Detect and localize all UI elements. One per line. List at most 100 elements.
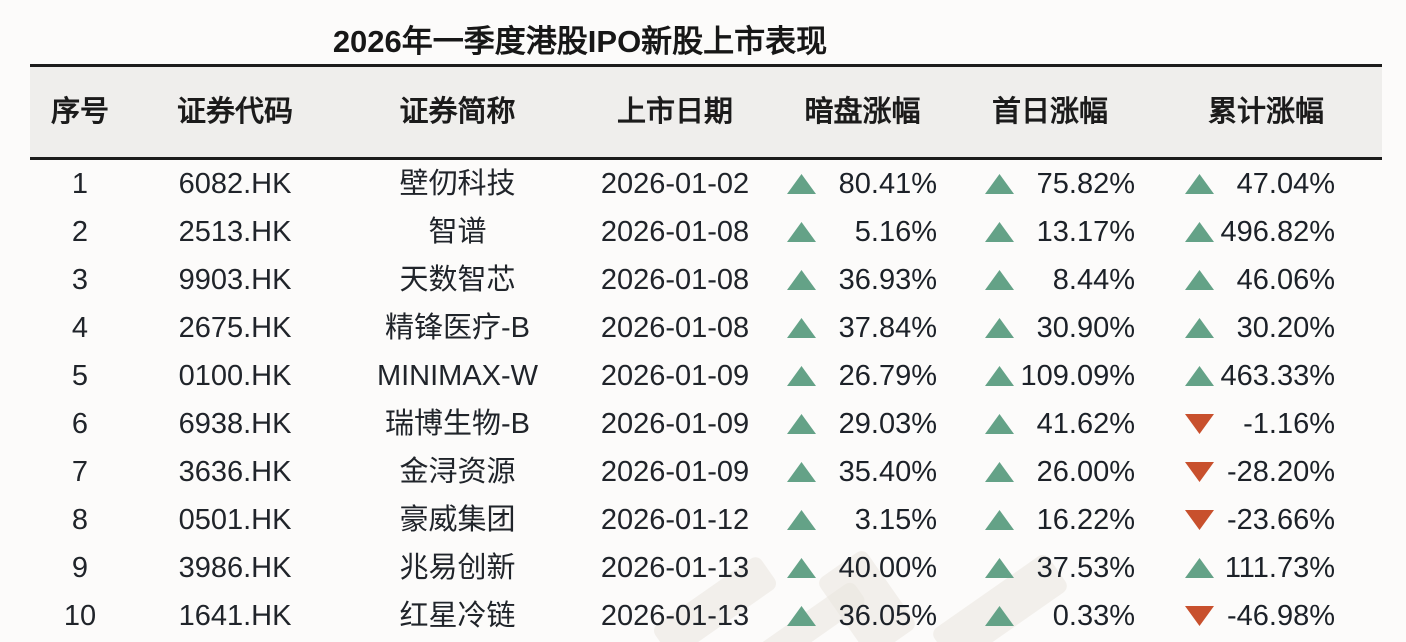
cell-code: 2513.HK [178, 215, 292, 248]
dark-change-value: 29.03% [838, 407, 937, 440]
trend-triangle-icon [787, 366, 816, 386]
cell-code: 6938.HK [178, 407, 292, 440]
cell-date: 2026-01-08 [600, 311, 750, 344]
cell-date: 2026-01-02 [600, 167, 750, 200]
table-row: 7 3636.HK 金浔资源 2026-01-09 35.40% 26.00% … [30, 448, 1382, 496]
cell-first-day-change: 75.82% [950, 169, 1150, 199]
cell-name: 天数智芯 [399, 263, 516, 296]
trend-triangle-icon [985, 462, 1014, 482]
column-header-cum-label: 累计涨幅 [1207, 95, 1324, 128]
column-header-first: 首日涨幅 [950, 95, 1150, 128]
trend-triangle-icon [985, 270, 1014, 290]
cumulative-change-value: -46.98% [1226, 599, 1335, 632]
cell-code: 0100.HK [178, 359, 292, 392]
table-row: 1 6082.HK 壁仞科技 2026-01-02 80.41% 75.82% … [30, 160, 1382, 208]
cell-dark-change: 26.79% [775, 361, 950, 391]
trend-triangle-icon [1185, 462, 1214, 482]
cell-seq: 3 [71, 263, 89, 296]
ipo-table: 序号 证券代码 证券简称 上市日期 暗盘涨幅 首日涨幅 累计涨幅 1 6082.… [30, 64, 1382, 640]
cell-date: 2026-01-08 [600, 263, 750, 296]
cell-seq: 6 [71, 407, 89, 440]
trend-triangle-icon [787, 462, 816, 482]
trend-triangle-icon [985, 174, 1014, 194]
cell-first-day-change: 30.90% [950, 311, 1150, 344]
dark-change-value: 80.41% [838, 167, 937, 200]
trend-triangle-icon [1185, 606, 1214, 626]
trend-triangle-icon [985, 222, 1014, 242]
trend-triangle-icon [787, 174, 816, 194]
cell-dark-change: 3.15% [775, 505, 950, 535]
trend-triangle-icon [787, 558, 816, 578]
cell-name: 红星冷链 [399, 599, 516, 632]
trend-triangle-icon [1185, 222, 1214, 242]
cell-name: 智谱 [428, 215, 487, 248]
trend-triangle-icon [787, 318, 816, 338]
cell-code: 3636.HK [178, 455, 292, 488]
trend-triangle-icon [985, 414, 1014, 434]
table-row: 9 3986.HK 兆易创新 2026-01-13 40.00% 37.53% … [30, 544, 1382, 592]
first-day-change-value: 30.90% [1036, 311, 1135, 344]
cell-first-day-change: 26.00% [950, 455, 1150, 488]
trend-triangle-icon [1185, 414, 1214, 434]
cell-seq: 5 [71, 359, 89, 392]
cell-dark-change: 36.93% [775, 265, 950, 295]
cell-cumulative-change: 496.82% [1150, 215, 1382, 248]
trend-triangle-icon [985, 366, 1014, 386]
trend-triangle-icon [985, 318, 1014, 338]
cell-name: 瑞博生物-B [384, 407, 530, 440]
table-header-row: 序号 证券代码 证券简称 上市日期 暗盘涨幅 首日涨幅 累计涨幅 [30, 64, 1382, 160]
cumulative-change-value: 463.33% [1220, 359, 1336, 392]
cell-first-day-change: 0.33% [950, 601, 1150, 631]
cell-date: 2026-01-13 [600, 599, 750, 632]
cell-dark-change: 37.84% [775, 313, 950, 343]
cell-cumulative-change: 47.04% [1150, 169, 1382, 199]
cell-first-day-change: 37.53% [950, 553, 1150, 583]
dark-change-value: 36.05% [838, 599, 937, 632]
table-title: 2026年一季度港股IPO新股上市表现 [332, 24, 828, 59]
cell-dark-change: 40.00% [775, 553, 950, 583]
cell-dark-change: 5.16% [775, 217, 950, 247]
trend-triangle-icon [787, 222, 816, 242]
cell-cumulative-change: -23.66% [1150, 503, 1382, 536]
table-row: 10 1641.HK 红星冷链 2026-01-13 36.05% 0.33% … [30, 592, 1382, 640]
cumulative-change-value: 496.82% [1220, 215, 1336, 248]
table-row: 5 0100.HK MINIMAX-W 2026-01-09 26.79% 10… [30, 352, 1382, 400]
cell-first-day-change: 41.62% [950, 407, 1150, 440]
column-header-first-label: 首日涨幅 [991, 95, 1108, 128]
cell-dark-change: 36.05% [775, 599, 950, 632]
trend-triangle-icon [1185, 366, 1214, 386]
cumulative-change-value: -23.66% [1226, 503, 1335, 536]
first-day-change-value: 41.62% [1036, 407, 1135, 440]
trend-triangle-icon [1185, 174, 1214, 194]
cell-cumulative-change: 111.73% [1150, 551, 1382, 584]
trend-triangle-icon [985, 606, 1014, 626]
cell-seq: 1 [71, 167, 89, 200]
first-day-change-value: 109.09% [1020, 359, 1136, 392]
cell-code: 1641.HK [178, 599, 292, 632]
dark-change-value: 35.40% [838, 455, 937, 488]
cell-date: 2026-01-13 [600, 551, 750, 584]
trend-triangle-icon [787, 270, 816, 290]
cumulative-change-value: 111.73% [1224, 551, 1335, 584]
trend-triangle-icon [787, 510, 816, 530]
cell-name: 金浔资源 [399, 455, 516, 488]
table-row: 4 2675.HK 精锋医疗-B 2026-01-08 37.84% 30.90… [30, 304, 1382, 352]
first-day-change-value: 8.44% [1052, 263, 1135, 296]
cumulative-change-value: -1.16% [1243, 407, 1335, 440]
column-header-code: 证券代码 [176, 95, 293, 128]
column-header-cum: 累计涨幅 [1150, 95, 1382, 128]
cell-seq: 2 [71, 215, 89, 248]
first-day-change-value: 26.00% [1036, 455, 1135, 488]
column-header-dark-label: 暗盘涨幅 [804, 95, 921, 128]
cell-cumulative-change: -28.20% [1150, 457, 1382, 487]
trend-triangle-icon [1185, 270, 1214, 290]
cell-seq: 7 [71, 455, 89, 488]
cell-name: 壁仞科技 [399, 167, 516, 200]
column-header-date: 上市日期 [616, 95, 733, 128]
cell-seq: 9 [71, 551, 89, 584]
trend-triangle-icon [1185, 558, 1214, 578]
trend-triangle-icon [1185, 318, 1214, 338]
first-day-change-value: 13.17% [1036, 215, 1135, 248]
cell-cumulative-change: 46.06% [1150, 265, 1382, 295]
cell-code: 6082.HK [178, 167, 292, 200]
